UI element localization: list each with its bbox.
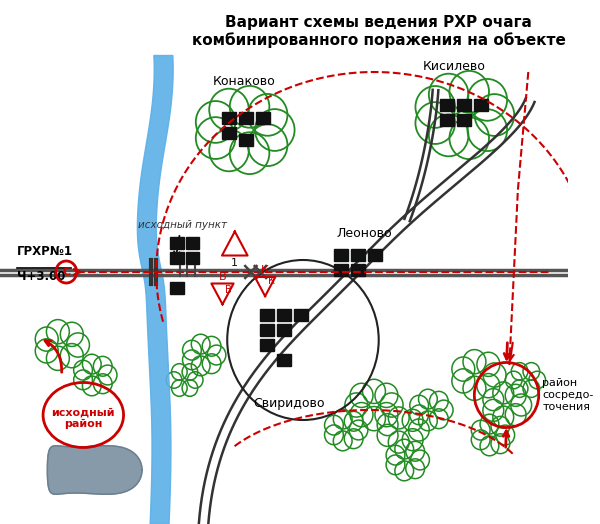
Text: Ч+3.00: Ч+3.00 <box>17 270 65 283</box>
Bar <box>277 309 291 321</box>
Bar <box>457 114 471 126</box>
Bar <box>334 249 348 261</box>
Bar <box>277 324 291 336</box>
Text: исходный
район: исходный район <box>52 407 115 429</box>
Bar <box>368 249 382 261</box>
Text: Леоново: Леоново <box>337 227 392 240</box>
Bar <box>239 134 253 146</box>
Bar <box>222 112 236 124</box>
Text: исходный пункт: исходный пункт <box>138 220 227 230</box>
Bar <box>239 112 253 124</box>
Bar <box>185 237 199 249</box>
Text: 1: 1 <box>231 258 238 268</box>
Text: Конаково: Конаково <box>213 75 275 88</box>
Text: район
сосредо-
точения: район сосредо- точения <box>542 378 594 411</box>
Polygon shape <box>47 446 142 494</box>
Bar <box>457 99 471 111</box>
Bar <box>351 249 365 261</box>
Bar <box>256 112 271 124</box>
Text: К: К <box>268 276 275 286</box>
Text: С: С <box>62 267 70 277</box>
Polygon shape <box>211 283 233 304</box>
Bar <box>260 339 274 351</box>
Text: Свиридово: Свиридово <box>253 397 325 410</box>
Bar <box>260 324 274 336</box>
Bar <box>222 127 236 139</box>
Bar <box>277 354 291 366</box>
Polygon shape <box>222 232 248 256</box>
Bar <box>440 114 454 126</box>
Bar <box>440 99 454 111</box>
Text: Вариант схемы ведения РХР очага: Вариант схемы ведения РХР очага <box>225 15 532 30</box>
Bar <box>260 309 274 321</box>
Bar <box>334 264 348 276</box>
Bar <box>294 309 308 321</box>
Text: Кисилево: Кисилево <box>423 60 486 73</box>
Text: К: К <box>261 265 269 275</box>
Polygon shape <box>255 277 275 296</box>
Bar <box>170 252 184 264</box>
Bar <box>170 282 184 294</box>
Bar <box>474 99 488 111</box>
Text: В: В <box>226 285 232 295</box>
Text: комбинированного поражения на объекте: комбинированного поражения на объекте <box>192 32 566 48</box>
Bar <box>185 252 199 264</box>
Bar <box>351 264 365 276</box>
Text: В: В <box>218 271 226 281</box>
Bar <box>170 237 184 249</box>
Text: ГРХР№1: ГРХР№1 <box>17 245 73 258</box>
